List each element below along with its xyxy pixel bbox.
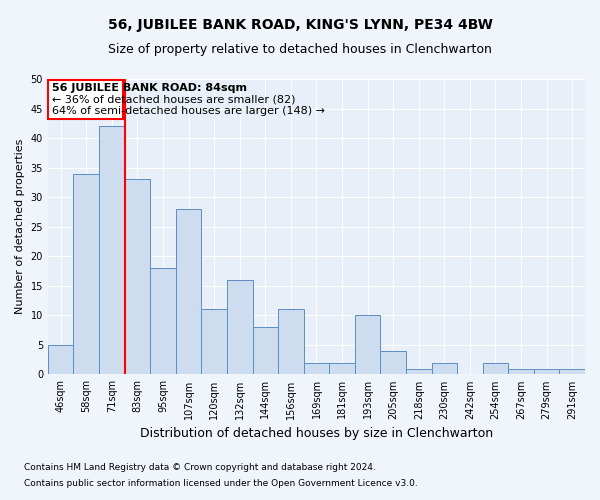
Bar	[431, 362, 457, 374]
Bar	[278, 310, 304, 374]
Text: ← 36% of detached houses are smaller (82): ← 36% of detached houses are smaller (82…	[52, 95, 295, 105]
Bar	[48, 345, 73, 374]
Bar	[99, 126, 125, 374]
Text: 56, JUBILEE BANK ROAD, KING'S LYNN, PE34 4BW: 56, JUBILEE BANK ROAD, KING'S LYNN, PE34…	[107, 18, 493, 32]
X-axis label: Distribution of detached houses by size in Clenchwarton: Distribution of detached houses by size …	[140, 427, 493, 440]
Bar	[253, 327, 278, 374]
Text: Contains HM Land Registry data © Crown copyright and database right 2024.: Contains HM Land Registry data © Crown c…	[24, 464, 376, 472]
Bar	[508, 368, 534, 374]
Bar	[176, 209, 202, 374]
Bar	[125, 180, 150, 374]
Bar	[73, 174, 99, 374]
FancyBboxPatch shape	[48, 80, 124, 119]
Text: 64% of semi-detached houses are larger (148) →: 64% of semi-detached houses are larger (…	[52, 106, 325, 116]
Bar	[150, 268, 176, 374]
Text: Contains public sector information licensed under the Open Government Licence v3: Contains public sector information licen…	[24, 478, 418, 488]
Y-axis label: Number of detached properties: Number of detached properties	[15, 139, 25, 314]
Bar	[534, 368, 559, 374]
Bar	[202, 310, 227, 374]
Bar	[304, 362, 329, 374]
Bar	[482, 362, 508, 374]
Bar	[227, 280, 253, 374]
Bar	[406, 368, 431, 374]
Bar	[329, 362, 355, 374]
Text: 56 JUBILEE BANK ROAD: 84sqm: 56 JUBILEE BANK ROAD: 84sqm	[52, 83, 247, 93]
Bar	[355, 316, 380, 374]
Bar	[559, 368, 585, 374]
Text: Size of property relative to detached houses in Clenchwarton: Size of property relative to detached ho…	[108, 42, 492, 56]
Bar	[380, 351, 406, 374]
